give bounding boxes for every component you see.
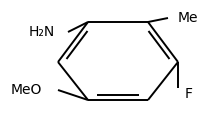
Text: Me: Me: [178, 11, 199, 25]
Text: H₂N: H₂N: [29, 25, 55, 39]
Text: MeO: MeO: [11, 83, 42, 97]
Text: F: F: [185, 87, 193, 101]
